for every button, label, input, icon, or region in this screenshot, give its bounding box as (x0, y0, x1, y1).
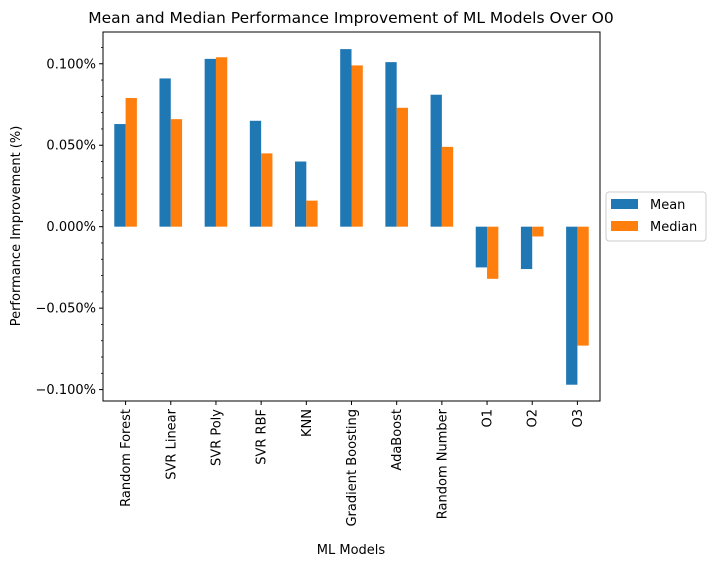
x-tick-label: O3 (571, 409, 586, 428)
bar-mean (114, 124, 126, 227)
legend: Mean Median (605, 191, 707, 242)
y-tick-label: −0.100% (36, 383, 96, 398)
chart-title: Mean and Median Performance Improvement … (88, 9, 614, 27)
bar-mean (566, 226, 578, 385)
bar-mean (520, 226, 533, 270)
plot-frame (102, 31, 601, 402)
bar-mean (295, 161, 307, 227)
y-tick-label: −0.050% (36, 302, 96, 317)
bar-median (170, 119, 183, 227)
bars (114, 49, 589, 385)
x-axis: Random Forest SVR Linear SVR Poly SVR RBF KN… (119, 401, 586, 527)
bar-median (577, 226, 589, 346)
bar-mean (159, 78, 171, 227)
x-tick-label: AdaBoost (390, 409, 405, 471)
y-tick-label: 0.050% (46, 139, 96, 154)
y-axis-label: Performance Improvement (%) (9, 126, 24, 327)
x-tick-label: SVR Linear (164, 408, 179, 479)
legend-swatch-median (611, 221, 638, 231)
bar-median (441, 146, 454, 227)
bar-mean (249, 120, 262, 227)
x-tick-label: SVR Poly (209, 409, 224, 466)
x-tick-label: KNN (300, 409, 315, 437)
x-tick-label: Random Forest (119, 409, 134, 507)
x-tick-label: O2 (526, 409, 541, 428)
bar-median (306, 200, 318, 227)
bar-median (487, 226, 499, 279)
y-tick-label: 0.000% (46, 220, 96, 235)
x-axis-label: ML Models (317, 543, 386, 558)
bar-mean (430, 94, 442, 227)
bar-median (396, 107, 408, 227)
bar-mean (475, 226, 488, 268)
x-tick-label: Gradient Boosting (345, 409, 360, 527)
y-tick-label: 0.100% (46, 57, 96, 72)
bar-mean (385, 62, 397, 227)
bar-median (351, 65, 363, 227)
bar-mean (204, 58, 216, 227)
legend-swatch-mean (611, 199, 638, 209)
legend-label: Median (650, 220, 697, 235)
bar-mean (340, 49, 352, 227)
x-tick-label: O1 (481, 409, 496, 428)
bar-median (125, 97, 137, 227)
y-axis: 0.100% 0.050% 0.000% −0.050% −0.100% (36, 47, 103, 398)
bar-median (261, 153, 273, 227)
bar-median (215, 57, 228, 227)
x-tick-label: SVR RBF (255, 409, 270, 465)
bar-median (532, 226, 544, 237)
x-tick-label: Random Number (435, 408, 450, 519)
legend-label: Mean (650, 198, 685, 213)
